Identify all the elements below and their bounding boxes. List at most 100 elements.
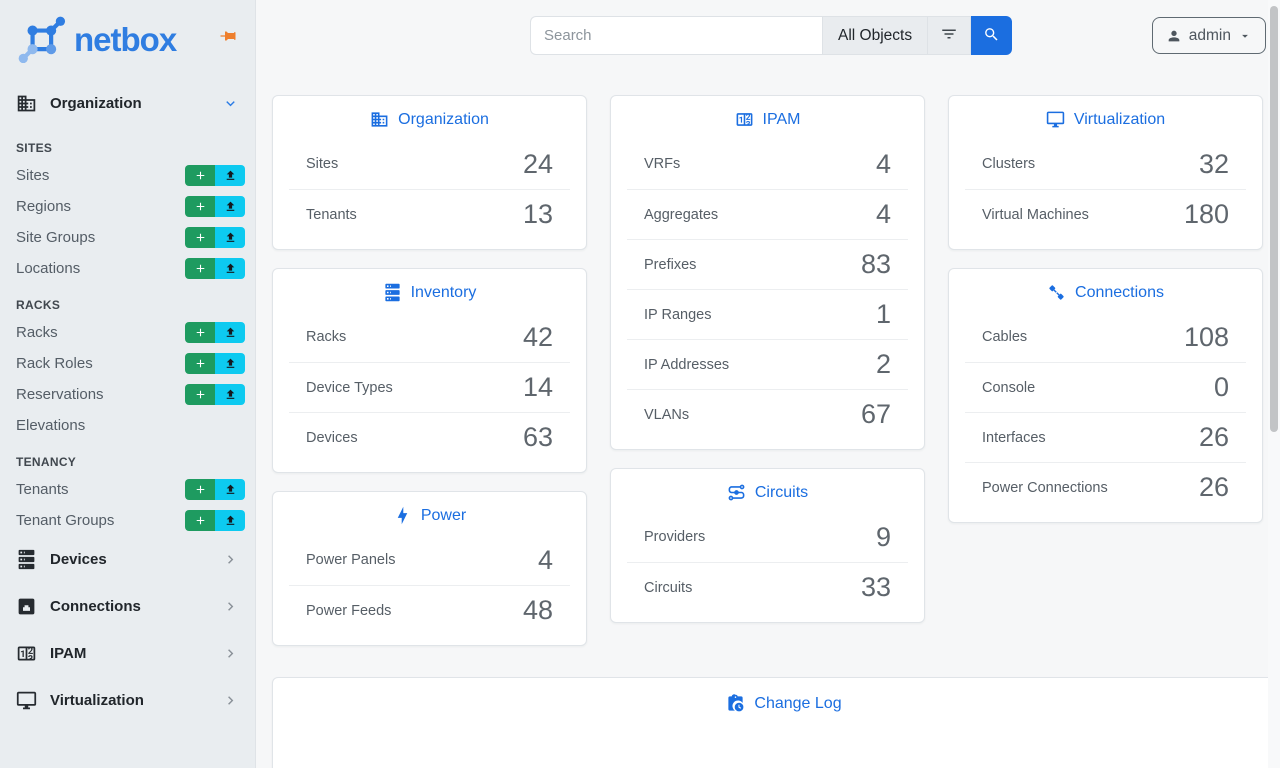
stat-label[interactable]: Clusters xyxy=(982,156,1036,172)
inventory-card: Inventory Racks 42 Device Types 14 Devices 63 xyxy=(272,268,587,473)
import-button[interactable] xyxy=(215,353,245,374)
circuits-card-link[interactable]: Circuits xyxy=(611,469,924,512)
stat-label[interactable]: Tenants xyxy=(306,206,357,223)
stat-value[interactable]: 0 xyxy=(1213,372,1229,402)
stat-label[interactable]: VRFs xyxy=(644,156,681,172)
import-button[interactable] xyxy=(215,258,245,279)
ipam-card-link[interactable]: IPAM xyxy=(611,96,924,139)
stat-value[interactable]: 108 xyxy=(1183,321,1229,352)
import-button[interactable] xyxy=(215,479,245,500)
stat-value[interactable]: 83 xyxy=(860,249,891,279)
search-scope-dropdown[interactable]: All Objects xyxy=(822,16,929,55)
organization-card-link[interactable]: Organization xyxy=(273,96,586,139)
add-button[interactable] xyxy=(185,258,215,279)
pin-sidebar-button[interactable] xyxy=(217,25,239,47)
stat-value[interactable]: 14 xyxy=(522,372,553,402)
add-button[interactable] xyxy=(185,196,215,217)
chevron-right-icon xyxy=(222,692,239,709)
import-button[interactable] xyxy=(215,322,245,343)
import-button[interactable] xyxy=(215,196,245,217)
stat-label[interactable]: Prefixes xyxy=(644,256,697,273)
sidebar-link-racks: Racks xyxy=(0,317,255,348)
import-button[interactable] xyxy=(215,384,245,405)
stat-label[interactable]: Circuits xyxy=(644,579,693,596)
stat-label[interactable]: Power Panels xyxy=(306,552,396,568)
sidebar-link-label[interactable]: Reservations xyxy=(16,386,104,403)
stat-label[interactable]: VLANs xyxy=(644,406,690,423)
virtualization-card-link[interactable]: Virtualization xyxy=(949,96,1262,139)
sidebar-link-label[interactable]: Tenant Groups xyxy=(16,512,115,529)
stat-label[interactable]: IP Addresses xyxy=(644,356,730,373)
stat-label[interactable]: Providers xyxy=(644,529,706,545)
stat-label[interactable]: Devices xyxy=(306,429,358,446)
stat-value[interactable]: 9 xyxy=(875,521,891,552)
stat-value[interactable]: 26 xyxy=(1198,422,1229,452)
stat-label[interactable]: Power Connections xyxy=(982,479,1108,496)
sidebar-link-label[interactable]: Tenants xyxy=(16,481,69,498)
search-button[interactable] xyxy=(971,16,1013,55)
stat-label[interactable]: Aggregates xyxy=(644,206,719,223)
sidebar-item-virtualization[interactable]: Virtualization xyxy=(0,677,255,724)
stat-label[interactable]: Racks xyxy=(306,329,347,345)
search-input[interactable] xyxy=(530,16,822,55)
change-log-link[interactable]: Change Log xyxy=(273,678,1280,723)
stat-value[interactable]: 32 xyxy=(1198,148,1229,179)
stat-label[interactable]: Interfaces xyxy=(982,429,1046,446)
plus-icon xyxy=(194,169,207,182)
sidebar-item-organization[interactable]: Organization xyxy=(0,80,255,127)
sidebar-link-label[interactable]: Elevations xyxy=(16,417,86,434)
sidebar-item-actions xyxy=(185,353,245,374)
sidebar-link-label[interactable]: Locations xyxy=(16,260,81,277)
stat-value[interactable]: 1 xyxy=(875,299,891,329)
stat-value[interactable]: 4 xyxy=(875,199,891,229)
sidebar-item-ipam[interactable]: IPAM xyxy=(0,630,255,677)
stat-value[interactable]: 67 xyxy=(860,399,891,429)
stat-value[interactable]: 24 xyxy=(522,148,553,179)
add-button[interactable] xyxy=(185,384,215,405)
sidebar-link-rack-roles: Rack Roles xyxy=(0,348,255,379)
add-button[interactable] xyxy=(185,479,215,500)
stat-value[interactable]: 42 xyxy=(522,321,553,352)
stat-label[interactable]: IP Ranges xyxy=(644,306,712,323)
user-menu-button[interactable]: admin xyxy=(1151,17,1266,54)
page-scrollbar-thumb[interactable] xyxy=(1270,6,1278,432)
connections-card-link[interactable]: Connections xyxy=(949,269,1262,312)
import-button[interactable] xyxy=(215,227,245,248)
power-card-link[interactable]: Power xyxy=(273,492,586,535)
sidebar-link-label[interactable]: Rack Roles xyxy=(16,355,93,372)
stat-row-power-panels: Power Panels 4 xyxy=(289,535,570,585)
stat-value[interactable]: 4 xyxy=(537,544,553,575)
sidebar-link-label[interactable]: Site Groups xyxy=(16,229,96,246)
stat-value[interactable]: 4 xyxy=(875,148,891,179)
add-button[interactable] xyxy=(185,322,215,343)
filter-button[interactable] xyxy=(928,16,972,55)
stat-value[interactable]: 2 xyxy=(875,349,891,379)
page-scrollbar[interactable] xyxy=(1268,0,1280,768)
sidebar-link-label[interactable]: Sites xyxy=(16,167,50,184)
netbox-logo-link[interactable]: netbox xyxy=(14,12,177,66)
stat-value[interactable]: 26 xyxy=(1198,472,1229,502)
stat-label[interactable]: Device Types xyxy=(306,379,393,396)
stat-value[interactable]: 48 xyxy=(522,595,553,625)
stat-value[interactable]: 13 xyxy=(522,199,553,229)
import-button[interactable] xyxy=(215,165,245,186)
add-button[interactable] xyxy=(185,353,215,374)
stat-label[interactable]: Console xyxy=(982,379,1036,396)
stat-value[interactable]: 63 xyxy=(522,422,553,452)
sidebar-item-devices[interactable]: Devices xyxy=(0,536,255,583)
sidebar-link-label[interactable]: Regions xyxy=(16,198,72,215)
add-button[interactable] xyxy=(185,165,215,186)
add-button[interactable] xyxy=(185,227,215,248)
stat-value[interactable]: 180 xyxy=(1183,199,1229,229)
inventory-card-link[interactable]: Inventory xyxy=(273,269,586,312)
sidebar-item-connections[interactable]: Connections xyxy=(0,583,255,630)
stat-value[interactable]: 33 xyxy=(860,572,891,602)
sidebar-link-label[interactable]: Racks xyxy=(16,324,58,341)
stat-label[interactable]: Virtual Machines xyxy=(982,206,1089,223)
stat-label[interactable]: Cables xyxy=(982,329,1028,345)
add-button[interactable] xyxy=(185,510,215,531)
import-button[interactable] xyxy=(215,510,245,531)
sidebar-item-actions xyxy=(185,384,245,405)
stat-label[interactable]: Sites xyxy=(306,156,339,172)
stat-label[interactable]: Power Feeds xyxy=(306,602,392,619)
